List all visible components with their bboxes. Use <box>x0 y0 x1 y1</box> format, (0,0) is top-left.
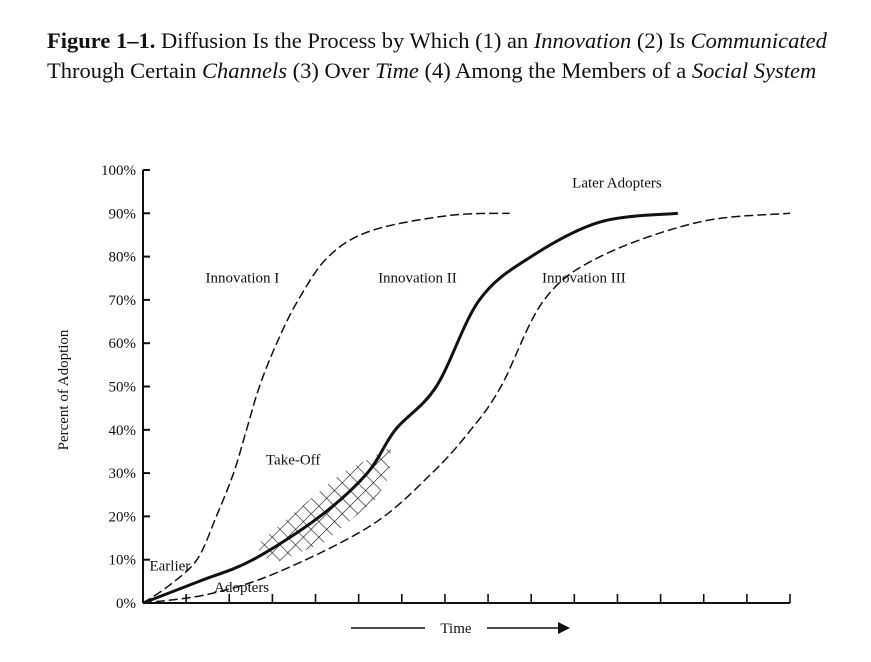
time-arrow-icon <box>558 622 570 634</box>
y-axis-label: Percent of Adoption <box>56 329 72 450</box>
annotation-label: Take-Off <box>266 452 320 468</box>
figure-number: Figure 1–1. <box>47 28 156 53</box>
y-tick-label: 90% <box>109 206 137 222</box>
y-tick-label: 60% <box>109 336 137 352</box>
caption-segment: (3) Over <box>286 58 376 83</box>
figure-caption: Figure 1–1. Diffusion Is the Process by … <box>47 26 837 86</box>
y-tick-label: 70% <box>109 293 137 309</box>
caption-segment: Social System <box>691 58 817 83</box>
caption-segment: Channels <box>201 58 287 83</box>
y-tick-label: 0% <box>116 596 136 612</box>
caption-segment: Through Certain <box>47 58 202 83</box>
y-tick-label: 40% <box>109 423 137 439</box>
caption-segment: (4) Among the Members of a <box>418 58 692 83</box>
annotation-label: Innovation I <box>206 271 280 287</box>
y-tick-label: 80% <box>109 250 137 266</box>
caption-segment: Diffusion Is the Process by Which (1) an <box>155 28 534 53</box>
y-tick-label: 30% <box>109 466 137 482</box>
series-line-innovation-iii <box>142 212 791 604</box>
series-line-innovation-ii <box>142 211 679 605</box>
caption-segment: Innovation <box>533 28 632 53</box>
y-tick-label: 50% <box>109 380 137 396</box>
plot-area: Innovation I Innovation II Innovation III L… <box>142 175 791 605</box>
caption-segment: Time <box>375 58 419 83</box>
annotation-label: Later Adopters <box>572 175 662 191</box>
x-axis-label: Time <box>440 621 471 637</box>
axes: 0% 10% 20% 30% 40% 50% 60% 70% 80% 90% 100% <box>101 163 791 612</box>
caption-segment: Communicated <box>690 28 827 53</box>
caption-segment: (2) Is <box>631 28 691 53</box>
annotation-label: Innovation III <box>542 271 626 287</box>
annotation-label: Earlier <box>149 559 190 575</box>
y-tick-label: 10% <box>109 553 137 569</box>
annotation-label: Adopters <box>214 580 269 596</box>
y-tick-label: 100% <box>101 163 136 179</box>
annotation-label: Innovation II <box>378 271 457 287</box>
takeoff-region <box>255 447 392 565</box>
y-tick-label: 20% <box>109 509 137 525</box>
series-line-innovation-i <box>142 212 510 604</box>
x-axis-label-group: Time <box>351 621 570 637</box>
